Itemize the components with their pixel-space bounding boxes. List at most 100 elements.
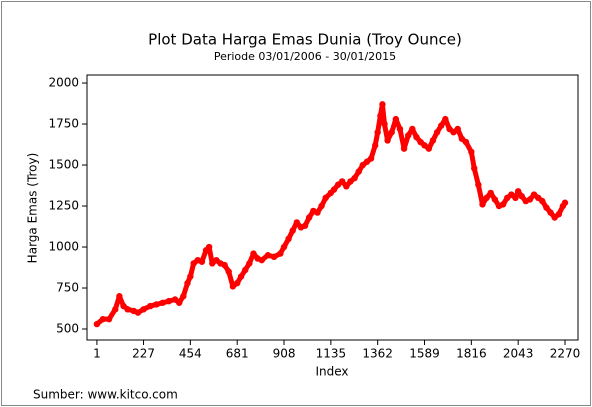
data-point [491,196,499,203]
data-point [433,129,441,136]
x-tick-label: 1362 [362,347,393,361]
y-axis-label: Harga Emas (Troy) [26,153,40,264]
data-point [314,209,321,216]
source-note: Sumber: www.kitco.com [33,388,178,402]
data-point [105,315,113,323]
data-point [250,250,257,257]
data-point [388,129,395,136]
data-point [264,252,272,259]
data-point [280,243,288,251]
y-tick-label: 2000 [48,76,79,90]
data-point [221,261,228,269]
data-point [514,188,522,195]
data-point [140,306,147,313]
data-point [539,197,546,205]
data-point [367,155,375,162]
data-point [547,209,554,216]
price-trace [95,101,568,327]
data-point [475,181,482,188]
data-point [153,301,160,308]
data-point [233,279,241,287]
data-point [289,227,296,234]
data-point [338,178,346,185]
x-tick-label: 2270 [550,347,581,361]
data-point [377,112,384,120]
data-point [187,273,194,280]
chart-subtitle: Periode 03/01/2006 - 30/01/2015 [214,50,396,63]
data-point [147,302,154,310]
data-point [184,279,191,287]
data-point [526,196,534,203]
data-point [301,222,309,229]
data-point [165,297,173,305]
data-point [409,125,416,133]
x-tick-label: 1816 [456,347,487,361]
data-point [305,214,313,221]
data-point [561,199,569,206]
y-tick-label: 1750 [48,117,79,131]
y-tick-label: 750 [56,281,79,295]
data-point [384,137,391,144]
data-point [285,235,292,243]
data-point [454,125,461,133]
data-point [293,219,301,226]
data-point [499,201,507,208]
y-tick-label: 1500 [48,158,79,172]
data-point [483,194,490,202]
y-tick-label: 500 [56,322,79,336]
data-point [405,132,412,139]
x-tick-label: 1 [93,347,101,361]
data-point [116,293,123,300]
data-point [543,204,550,211]
data-point [176,299,183,306]
chart-title: Plot Data Harga Emas Dunia (Troy Ounce) [148,31,462,49]
y-tick-label: 1250 [48,199,79,213]
x-tick-label: 1589 [409,347,440,361]
data-point [124,306,131,313]
data-point [468,148,475,156]
data-point [438,122,445,129]
data-point [372,142,379,149]
data-point [425,145,433,152]
data-point [322,194,329,202]
x-tick-label: 908 [273,347,296,361]
data-point [421,142,428,149]
x-tick-label: 2043 [503,347,534,361]
data-point [396,125,404,133]
data-point [246,260,253,267]
data-point [374,129,381,136]
data-point [429,137,437,144]
data-point [479,201,486,208]
data-point [112,306,119,313]
data-point [487,189,494,197]
data-point [462,138,470,146]
x-tick-label: 681 [226,347,249,361]
data-point [229,283,237,290]
data-point [512,194,519,202]
data-point [555,211,563,218]
data-point [205,243,213,251]
data-point [518,192,525,200]
data-point [392,115,400,123]
data-point [93,320,101,328]
x-tick-label: 1135 [316,347,347,361]
y-tick-label: 1000 [48,240,79,254]
x-tick-label: 227 [132,347,155,361]
plot-area [86,74,579,341]
data-point [343,183,350,190]
data-point [237,273,245,280]
data-point [400,145,408,152]
data-point [351,174,358,182]
x-axis-label: Index [315,365,348,379]
data-point [381,120,388,128]
data-point [379,101,386,108]
data-point [242,266,249,274]
x-tick-label: 454 [179,347,202,361]
data-point [258,256,265,264]
data-point [99,315,107,323]
data-point [270,253,278,261]
data-point [330,186,338,193]
